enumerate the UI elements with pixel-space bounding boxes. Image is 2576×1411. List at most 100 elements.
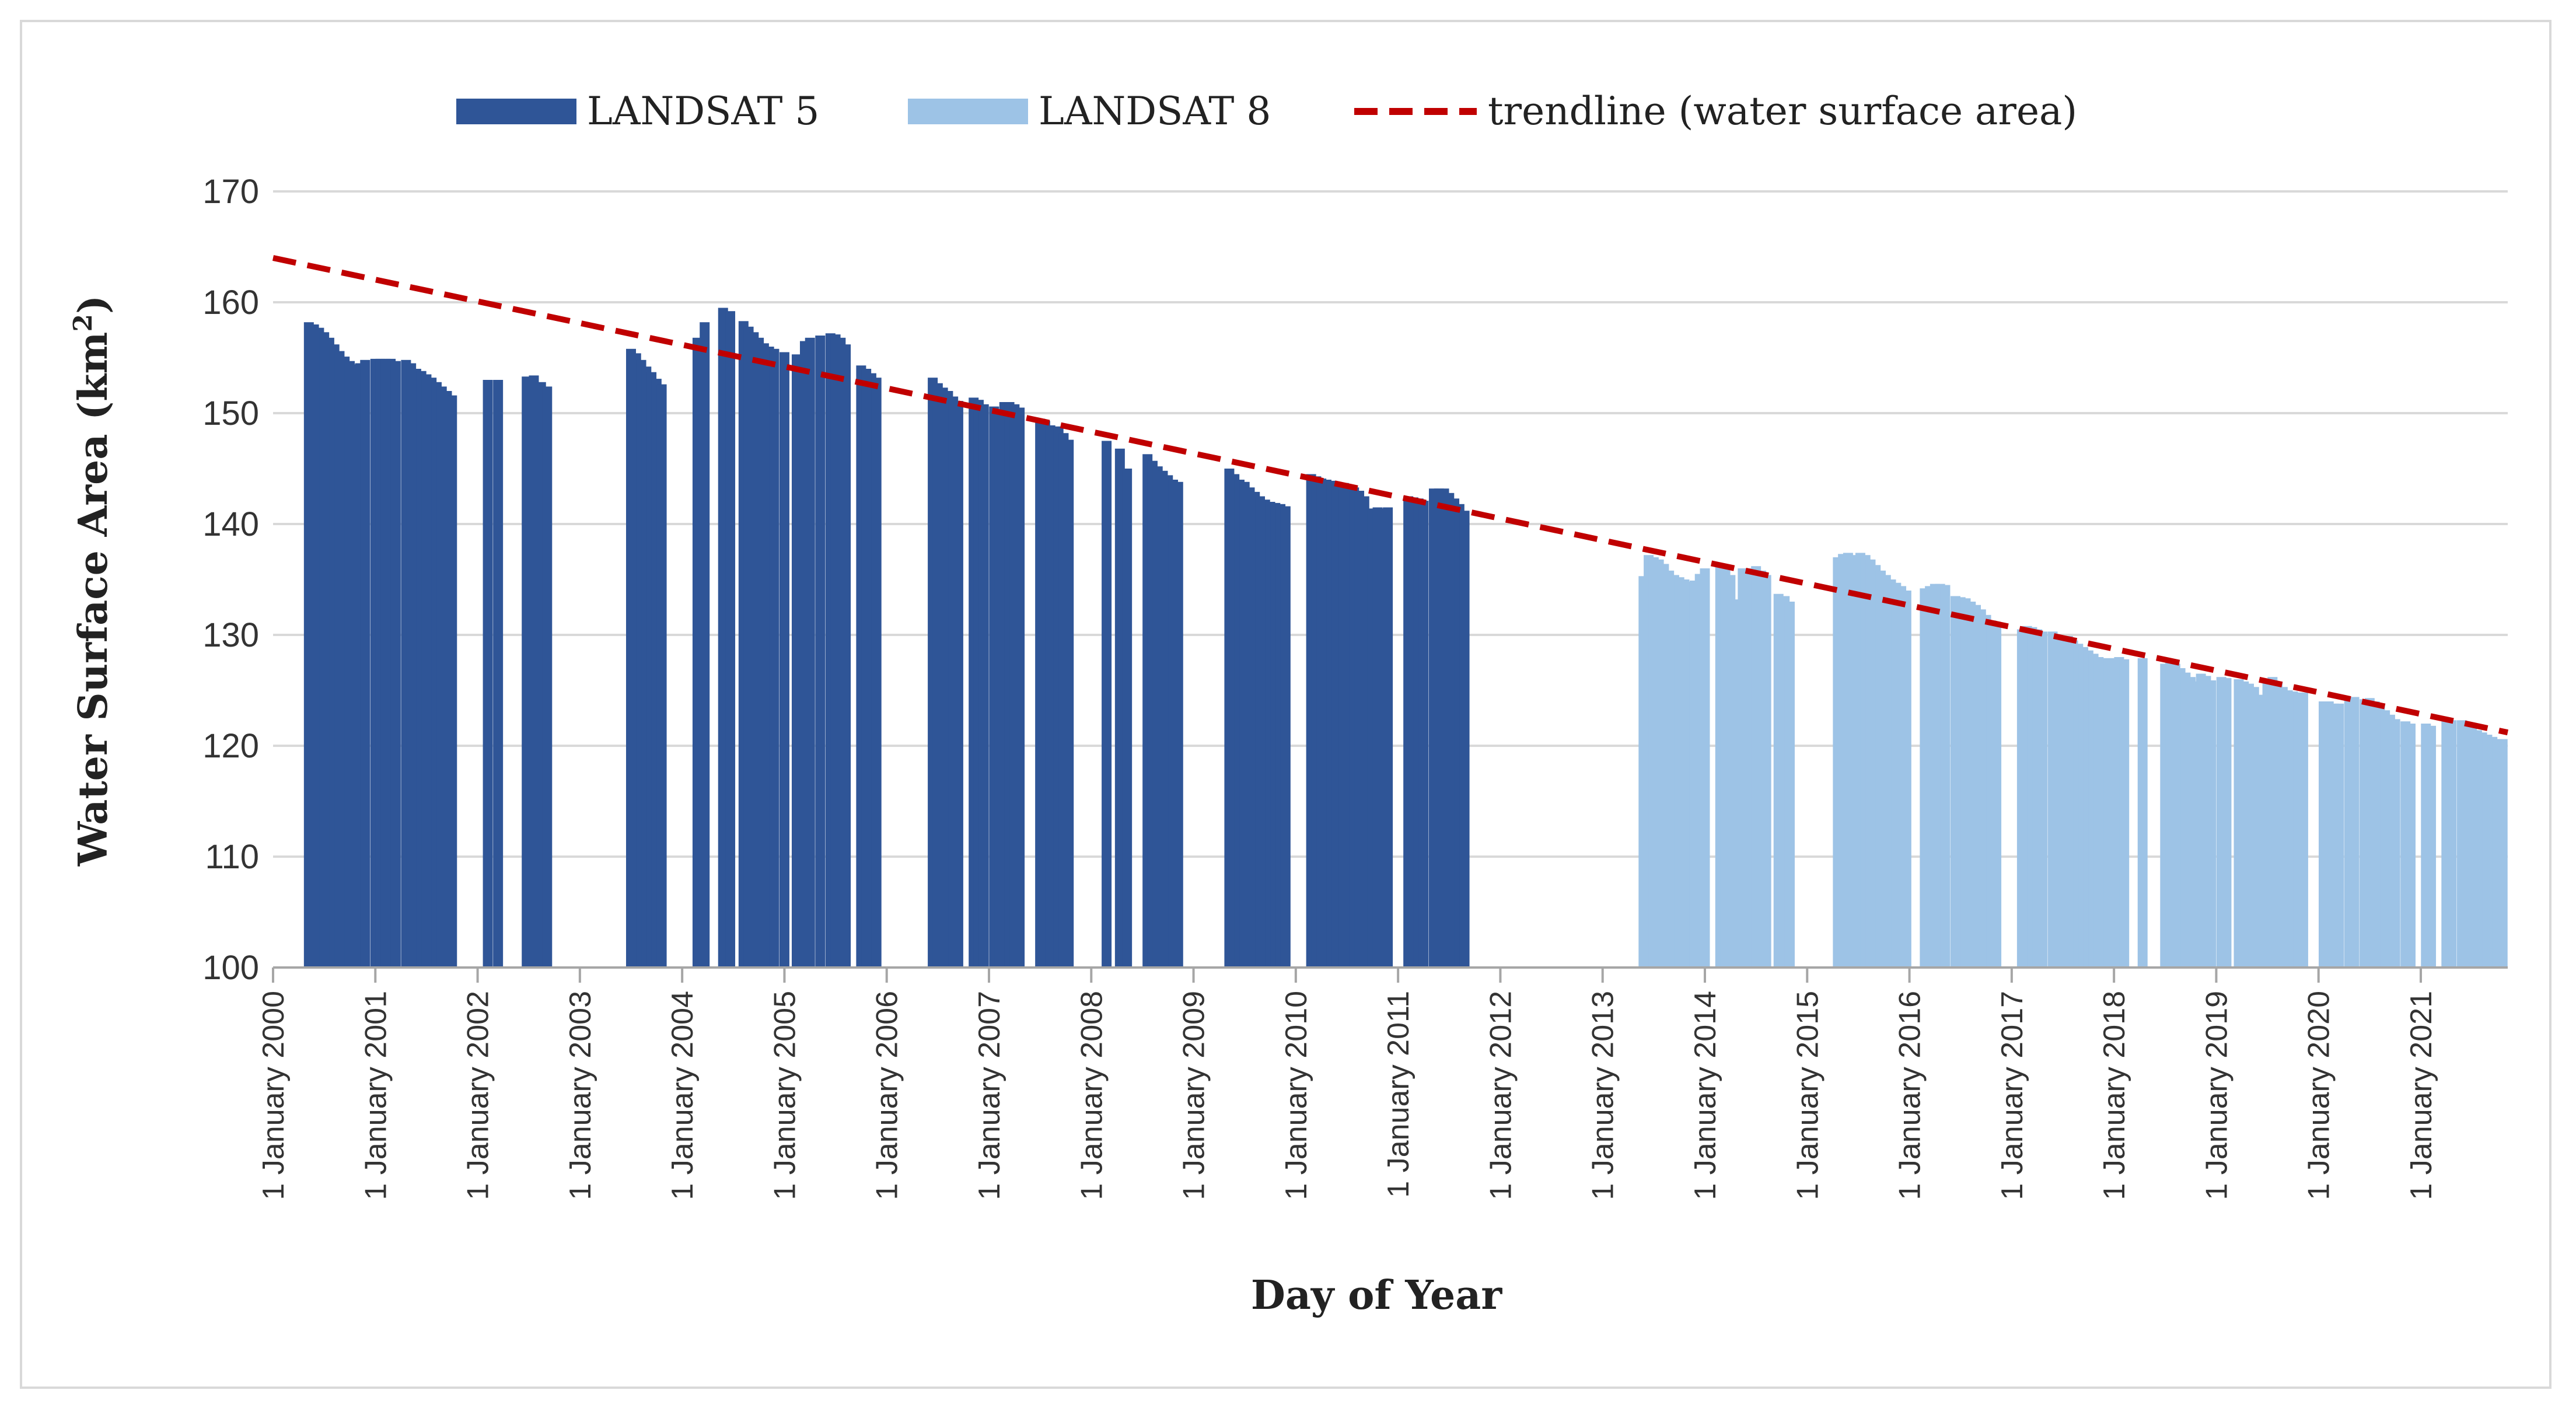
- landsat8-bar-38: [1901, 591, 1911, 968]
- x-tick-labels: 1 January 2000 1 January 2001 1 January 20…: [257, 991, 2438, 1200]
- y-axis-title: Water Surface Area (km2): [68, 295, 117, 867]
- landsat5-bar-51: [779, 352, 789, 968]
- y-tick-labels: 100 110 120 130 140 150 160 170: [202, 173, 259, 987]
- legend-swatch-landsat8: [908, 99, 1028, 124]
- landsat5-bars: [303, 308, 1470, 968]
- x-tick-label-2008: 1 January 2008: [1075, 991, 1109, 1200]
- landsat8-bar-113: [2405, 724, 2416, 968]
- y-axis-title-superscript: 2: [68, 314, 98, 332]
- landsat8-bar-117: [2446, 720, 2457, 968]
- landsat8-bar-57: [2037, 631, 2047, 968]
- landsat5-bar-39: [656, 384, 667, 968]
- x-tick-label-2020: 1 January 2020: [2302, 991, 2336, 1200]
- landsat5-bar-132: [1459, 511, 1470, 968]
- x-tick-label-2017: 1 January 2017: [1995, 991, 2029, 1200]
- landsat5-bar-16: [390, 361, 401, 968]
- landsat5-bar-52: [791, 354, 802, 968]
- x-tick-label-2006: 1 January 2006: [871, 991, 904, 1200]
- landsat5-bar-27: [483, 380, 493, 968]
- x-tick-label-2018: 1 January 2018: [2098, 991, 2131, 1200]
- landsat8-bar-111: [2390, 719, 2400, 968]
- landsat5-bar-117: [1359, 496, 1369, 968]
- y-tick-label-120: 120: [202, 727, 259, 765]
- legend: LANDSAT 5 LANDSAT 8 trendline (water sur…: [456, 89, 2077, 134]
- x-tick-label-2001: 1 January 2001: [359, 991, 393, 1200]
- legend-label-landsat5: LANDSAT 5: [587, 89, 819, 134]
- landsat8-bar-72: [2119, 659, 2130, 968]
- landsat5-bar-26: [447, 395, 457, 968]
- landsat8-bar-17: [1738, 568, 1748, 968]
- x-tick-label-2013: 1 January 2013: [1586, 991, 1620, 1200]
- x-tick-label-2007: 1 January 2007: [973, 991, 1006, 1200]
- landsat8-bar-52: [1991, 626, 2002, 968]
- x-tick-label-2002: 1 January 2002: [462, 991, 495, 1200]
- landsat5-bar-32: [542, 386, 553, 968]
- landsat5-bar-85: [1102, 441, 1112, 968]
- x-tick-label-2003: 1 January 2003: [564, 991, 597, 1200]
- landsat8-bar-89: [2249, 687, 2259, 968]
- landsat5-bar-84: [1064, 439, 1074, 968]
- x-tick-label-2010: 1 January 2010: [1280, 991, 1313, 1200]
- landsat8-bars: [1638, 553, 2508, 968]
- x-tick-label-2009: 1 January 2009: [1177, 991, 1211, 1200]
- x-tick-label-2021: 1 January 2021: [2404, 991, 2438, 1200]
- x-tick-label-2005: 1 January 2005: [768, 991, 802, 1200]
- landsat8-bar-104: [2349, 697, 2360, 968]
- y-tick-label-160: 160: [202, 284, 259, 322]
- y-tick-label-140: 140: [202, 505, 259, 543]
- landsat5-bar-63: [871, 378, 882, 968]
- x-axis: [272, 966, 2508, 983]
- landsat8-bar-102: [2334, 703, 2344, 968]
- landsat5-bar-54: [805, 337, 815, 968]
- y-tick-label-170: 170: [202, 173, 259, 211]
- landsat8-bar-24: [1784, 602, 1795, 968]
- x-tick-label-2019: 1 January 2019: [2200, 991, 2234, 1200]
- x-tick-label-2015: 1 January 2015: [1791, 991, 1824, 1200]
- x-tick-label-2012: 1 January 2012: [1484, 991, 1518, 1200]
- landsat5-bar-59: [841, 344, 851, 968]
- landsat5-bar-55: [815, 336, 826, 968]
- legend-label-landsat8: LANDSAT 8: [1039, 89, 1271, 134]
- landsat8-bar-126: [2497, 739, 2508, 968]
- y-tick-label-100: 100: [202, 949, 259, 987]
- landsat5-bar-11: [360, 359, 371, 968]
- landsat5-bar-72: [978, 404, 989, 968]
- landsat5-bar-106: [1280, 506, 1291, 968]
- landsat8-bar-98: [2298, 692, 2308, 968]
- landsat5-bar-50: [769, 348, 780, 968]
- legend-swatch-landsat5: [456, 99, 576, 124]
- trendline-group: [272, 255, 2509, 736]
- landsat8-bar-83: [2206, 680, 2217, 968]
- landsat5-bar-94: [1173, 481, 1183, 968]
- y-tick-label-150: 150: [202, 394, 259, 432]
- x-axis-title: Day of Year: [1251, 1272, 1502, 1319]
- landsat8-bar-43: [1940, 585, 1951, 968]
- y-axis-title-close: ): [70, 295, 117, 314]
- landsat8-bar-85: [2221, 678, 2232, 968]
- y-axis-title-main: Water Surface Area (km: [70, 332, 117, 867]
- landsat8-bar-115: [2426, 725, 2437, 968]
- landsat5-bar-87: [1122, 469, 1133, 968]
- y-tick-label-110: 110: [205, 838, 259, 876]
- landsat5-bar-125: [1418, 501, 1429, 968]
- x-tick-label-2004: 1 January 2004: [666, 991, 700, 1200]
- landsat5-bar-81: [1045, 425, 1055, 968]
- landsat5-bar-78: [1015, 407, 1025, 968]
- landsat8-bar-21: [1761, 575, 1771, 968]
- x-tick-label-2011: 1 January 2011: [1382, 991, 1415, 1198]
- landsat5-bar-41: [700, 322, 710, 968]
- legend-label-trendline: trendline (water surface area): [1488, 89, 2077, 134]
- x-tick-label-2000: 1 January 2000: [257, 991, 291, 1200]
- landsat5-bar-43: [725, 311, 736, 968]
- landsat5-bar-121: [1383, 507, 1393, 968]
- landsat5-bar-28: [493, 380, 504, 968]
- x-tick-label-2016: 1 January 2016: [1893, 991, 1927, 1200]
- landsat5-bar-69: [953, 401, 963, 968]
- y-tick-label-130: 130: [202, 616, 259, 654]
- landsat8-bar-12: [1700, 568, 1710, 968]
- x-tick-label-2014: 1 January 2014: [1689, 991, 1722, 1200]
- chart-frame: 100 110 120 130 140 150 160 170 1 January 2000 1…: [20, 20, 2551, 1389]
- trendline: [272, 255, 2509, 736]
- landsat8-bar-73: [2137, 658, 2148, 968]
